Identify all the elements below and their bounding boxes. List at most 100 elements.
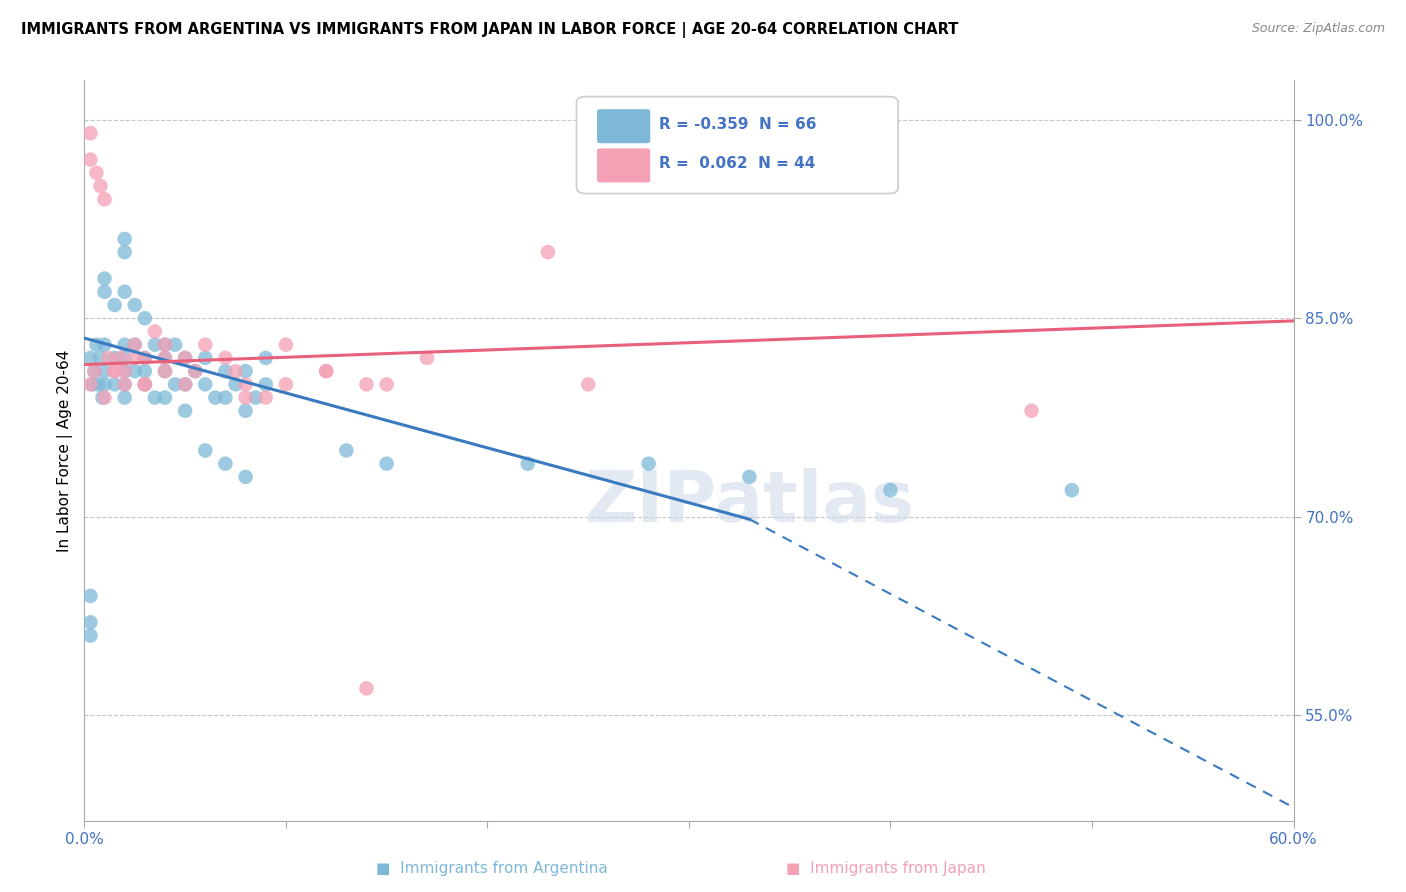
Point — [174, 377, 197, 392]
Point — [254, 351, 277, 365]
Text: Source: ZipAtlas.com: Source: ZipAtlas.com — [1251, 22, 1385, 36]
Point — [86, 337, 108, 351]
Point — [114, 377, 136, 392]
Point — [89, 179, 111, 194]
Point — [274, 377, 297, 392]
Point — [254, 377, 277, 392]
Point — [143, 325, 166, 339]
Point — [124, 351, 146, 365]
Text: ■  Immigrants from Argentina: ■ Immigrants from Argentina — [377, 861, 607, 876]
Point — [184, 364, 207, 378]
Point — [134, 377, 156, 392]
Point — [87, 377, 110, 392]
Point — [165, 377, 187, 392]
Point — [617, 179, 640, 194]
Point — [134, 377, 156, 392]
Text: ■  Immigrants from Japan: ■ Immigrants from Japan — [786, 861, 986, 876]
Point — [153, 364, 176, 378]
Point — [124, 298, 146, 312]
Point — [134, 364, 156, 378]
Point — [79, 589, 101, 603]
Point — [110, 351, 132, 365]
Point — [335, 443, 357, 458]
Point — [153, 351, 176, 365]
Point — [315, 364, 337, 378]
Point — [174, 351, 197, 365]
Point — [375, 377, 398, 392]
Point — [143, 391, 166, 405]
Point — [134, 351, 156, 365]
Point — [104, 377, 127, 392]
Point — [245, 391, 267, 405]
Point — [204, 391, 226, 405]
Point — [93, 337, 115, 351]
Point — [356, 377, 378, 392]
Point — [83, 364, 105, 378]
Point — [194, 351, 217, 365]
Point — [114, 377, 136, 392]
Point — [576, 377, 599, 392]
Point — [214, 391, 236, 405]
Point — [91, 391, 114, 405]
Point — [79, 629, 101, 643]
Point — [134, 377, 156, 392]
Point — [235, 404, 257, 418]
Point — [104, 351, 127, 365]
Point — [225, 377, 247, 392]
Point — [114, 337, 136, 351]
Point — [114, 364, 136, 378]
Point — [153, 337, 176, 351]
Point — [879, 483, 901, 497]
Point — [214, 457, 236, 471]
Y-axis label: In Labor Force | Age 20-64: In Labor Force | Age 20-64 — [58, 350, 73, 551]
Point — [637, 457, 659, 471]
Point — [143, 337, 166, 351]
Point — [83, 364, 105, 378]
Point — [114, 232, 136, 246]
Point — [194, 443, 217, 458]
Point — [153, 351, 176, 365]
Point — [93, 192, 115, 206]
Point — [114, 351, 136, 365]
Point — [516, 457, 538, 471]
Point — [356, 681, 378, 696]
Point — [79, 377, 101, 392]
Point — [194, 337, 217, 351]
Point — [104, 298, 127, 312]
Point — [104, 364, 127, 378]
Text: R =  0.062  N = 44: R = 0.062 N = 44 — [659, 156, 815, 171]
Point — [134, 351, 156, 365]
Point — [82, 377, 104, 392]
Point — [235, 377, 257, 392]
Point — [114, 245, 136, 260]
Point — [114, 391, 136, 405]
Point — [153, 391, 176, 405]
Point — [184, 364, 207, 378]
Text: R = -0.359  N = 66: R = -0.359 N = 66 — [659, 117, 817, 132]
Point — [174, 377, 197, 392]
Point — [1060, 483, 1083, 497]
Point — [89, 351, 111, 365]
Text: IMMIGRANTS FROM ARGENTINA VS IMMIGRANTS FROM JAPAN IN LABOR FORCE | AGE 20-64 CO: IMMIGRANTS FROM ARGENTINA VS IMMIGRANTS … — [21, 22, 959, 38]
Point — [114, 364, 136, 378]
Point — [235, 364, 257, 378]
Text: ZIPatlas: ZIPatlas — [585, 467, 914, 537]
Point — [153, 337, 176, 351]
Point — [104, 364, 127, 378]
FancyBboxPatch shape — [576, 96, 898, 194]
Point — [134, 311, 156, 326]
Point — [165, 337, 187, 351]
Point — [537, 245, 560, 260]
Point — [235, 470, 257, 484]
Point — [214, 364, 236, 378]
Point — [114, 285, 136, 299]
Point — [254, 391, 277, 405]
Point — [1021, 404, 1043, 418]
Point — [214, 351, 236, 365]
Point — [416, 351, 439, 365]
Point — [174, 351, 197, 365]
Point — [79, 126, 101, 140]
Point — [79, 351, 101, 365]
Point — [235, 391, 257, 405]
Point — [174, 404, 197, 418]
